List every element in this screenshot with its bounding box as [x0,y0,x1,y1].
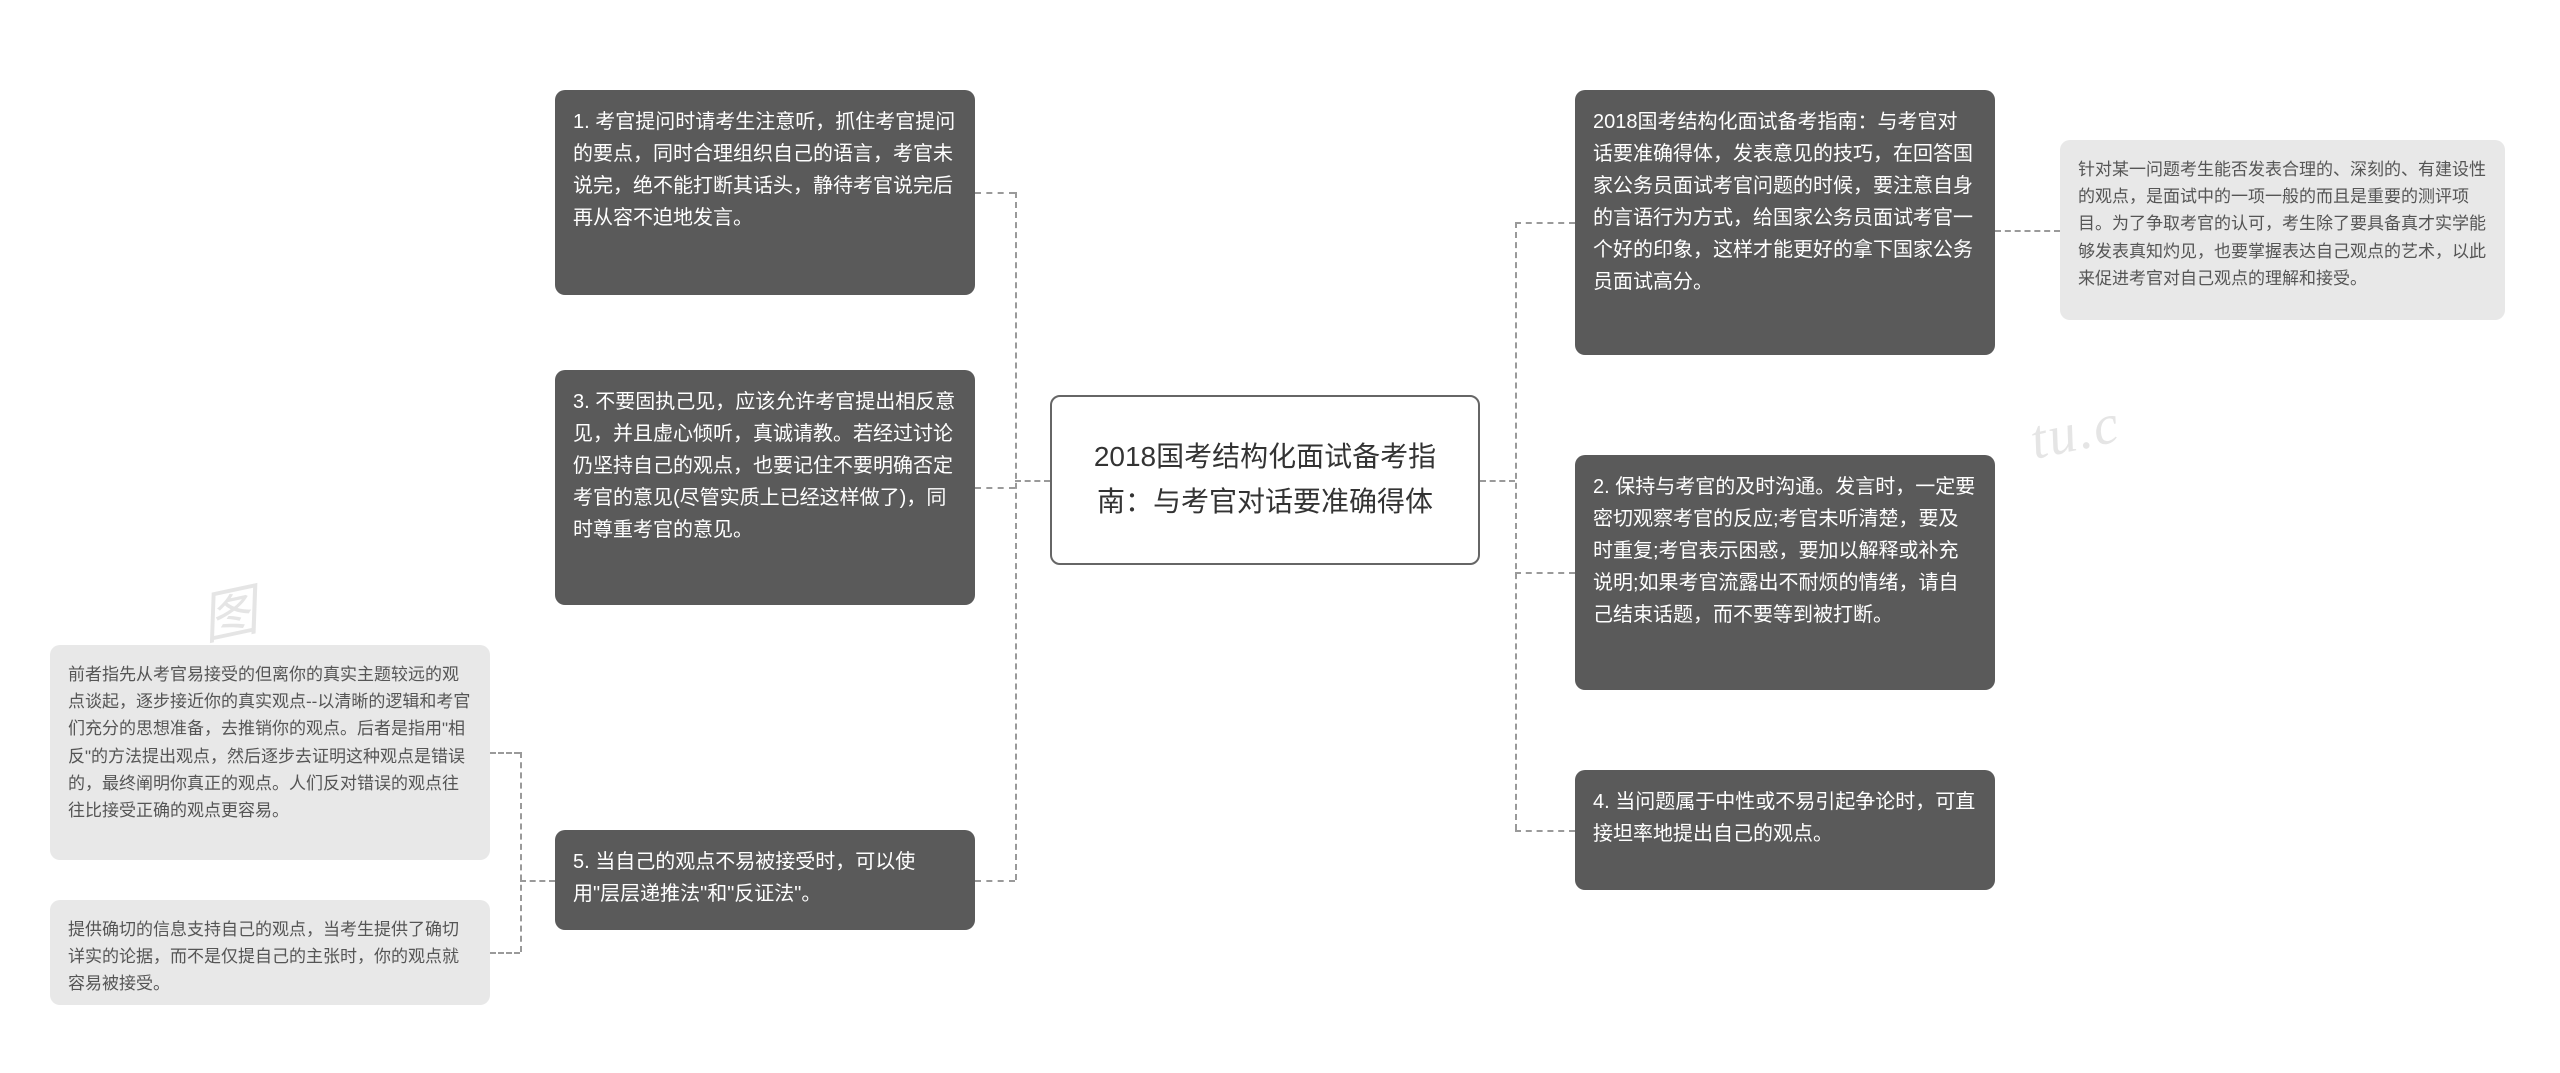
conn-center-right [1480,480,1515,482]
left-node-3-text: 3. 不要固执己见，应该允许考官提出相反意见，并且虚心倾听，真诚请教。若经过讨论… [573,391,955,541]
conn-l5-trunk [520,752,522,952]
watermark-1: 图 [192,565,266,656]
left-node-5: 5. 当自己的观点不易被接受时，可以使用"层层递推法"和"反证法"。 [555,830,975,930]
left-node-1: 1. 考官提问时请考生注意听，抓住考官提问的要点，同时合理组织自己的语言，考官未… [555,90,975,295]
conn-left-trunk [1015,192,1017,880]
right-node-4: 4. 当问题属于中性或不易引起争论时，可直接坦率地提出自己的观点。 [1575,770,1995,890]
conn-rintro-a [1995,230,2060,232]
right-leaf-intro-a-text: 针对某一问题考生能否发表合理的、深刻的、有建设性的观点，是面试中的一项一般的而且… [2078,160,2486,288]
right-node-2-text: 2. 保持与考官的及时沟通。发言时，一定要密切观察考官的反应;考官未听清楚，要及… [1593,476,1975,626]
right-node-intro: 2018国考结构化面试备考指南：与考官对话要准确得体，发表意见的技巧，在回答国家… [1575,90,1995,355]
conn-l5a [490,752,520,754]
left-leaf-5a: 前者指先从考官易接受的但离你的真实主题较远的观点谈起，逐步接近你的真实观点--以… [50,645,490,860]
conn-left-3 [975,487,1015,489]
left-node-5-text: 5. 当自己的观点不易被接受时，可以使用"层层递推法"和"反证法"。 [573,851,915,905]
left-node-1-text: 1. 考官提问时请考生注意听，抓住考官提问的要点，同时合理组织自己的语言，考官未… [573,111,955,229]
conn-right-2 [1515,572,1575,574]
left-leaf-5a-text: 前者指先从考官易接受的但离你的真实主题较远的观点谈起，逐步接近你的真实观点--以… [68,665,470,820]
conn-right-intro [1515,222,1575,224]
conn-right-4 [1515,830,1575,832]
watermark-2: tu.c [2024,391,2126,472]
conn-center-left [1015,480,1050,482]
center-node: 2018国考结构化面试备考指南：与考官对话要准确得体 [1050,395,1480,565]
right-leaf-intro-a: 针对某一问题考生能否发表合理的、深刻的、有建设性的观点，是面试中的一项一般的而且… [2060,140,2505,320]
conn-left-1 [975,192,1015,194]
right-node-2: 2. 保持与考官的及时沟通。发言时，一定要密切观察考官的反应;考官未听清楚，要及… [1575,455,1995,690]
conn-l5b [490,952,520,954]
left-leaf-5b-text: 提供确切的信息支持自己的观点，当考生提供了确切详实的论据，而不是仅提自己的主张时… [68,920,459,993]
right-node-4-text: 4. 当问题属于中性或不易引起争论时，可直接坦率地提出自己的观点。 [1593,791,1975,845]
center-text: 2018国考结构化面试备考指南：与考官对话要准确得体 [1070,435,1460,525]
left-leaf-5b: 提供确切的信息支持自己的观点，当考生提供了确切详实的论据，而不是仅提自己的主张时… [50,900,490,1005]
conn-left-5 [975,880,1015,882]
conn-l5-stub [520,880,555,882]
left-node-3: 3. 不要固执己见，应该允许考官提出相反意见，并且虚心倾听，真诚请教。若经过讨论… [555,370,975,605]
conn-right-trunk [1515,222,1517,830]
right-node-intro-text: 2018国考结构化面试备考指南：与考官对话要准确得体，发表意见的技巧，在回答国家… [1593,111,1973,293]
